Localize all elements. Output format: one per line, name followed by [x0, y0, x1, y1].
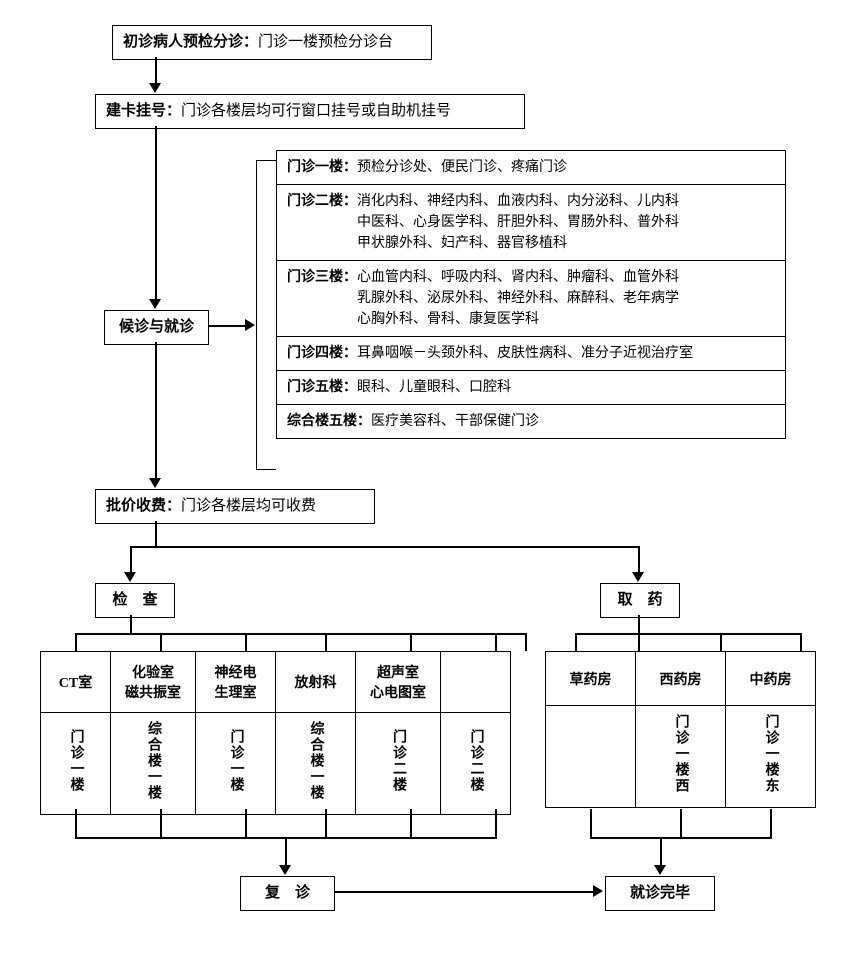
- cell: 化验室 磁共振室: [111, 652, 196, 713]
- cell: 超声室 心电图室: [356, 652, 441, 713]
- cell: 中药房: [726, 652, 816, 706]
- edge: [285, 837, 287, 867]
- edge: [155, 57, 157, 85]
- edge: [160, 633, 162, 651]
- edge: [325, 809, 327, 837]
- cell: 草药房: [546, 652, 636, 706]
- label: 批价收费：: [106, 498, 181, 514]
- edge: [575, 633, 800, 635]
- edge: [130, 546, 640, 548]
- edge: [75, 633, 77, 651]
- edge: [75, 633, 525, 635]
- arrow: [124, 572, 136, 582]
- edge: [335, 891, 595, 893]
- floor-row: 门诊二楼：消化内科、神经内科、血液内科、内分泌科、儿内科 中医科、心身医学科、肝…: [277, 185, 785, 261]
- edge: [495, 633, 497, 651]
- label: 候诊与就诊: [119, 319, 194, 335]
- arrow: [654, 865, 666, 875]
- edge: [410, 633, 412, 651]
- floor-row: 门诊一楼：预检分诊处、便民门诊、疼痛门诊: [277, 151, 785, 185]
- edge: [770, 809, 772, 837]
- floor-row: 门诊三楼：心血管内科、呼吸内科、肾内科、肿瘤科、血管外科 乳腺外科、泌尿外科、神…: [277, 261, 785, 337]
- edge: [325, 633, 327, 651]
- node-pharmacy: 取 药: [600, 583, 680, 618]
- edge: [245, 633, 247, 651]
- cell: 门诊一楼: [41, 713, 111, 815]
- edge: [209, 325, 247, 327]
- cell: 门诊二楼: [441, 713, 511, 815]
- cell: [546, 706, 636, 808]
- bracket: [256, 160, 276, 470]
- arrow: [149, 478, 161, 488]
- edge: [525, 633, 527, 651]
- label: 检 查: [112, 592, 157, 608]
- cell: 门诊二楼: [356, 713, 441, 815]
- floor-row: 综合楼五楼：医疗美容科、干部保健门诊: [277, 405, 785, 438]
- arrow: [245, 319, 255, 331]
- edge: [155, 521, 157, 546]
- edge: [155, 342, 157, 480]
- edge: [155, 126, 157, 301]
- label: 就诊完毕: [630, 885, 690, 901]
- edge: [590, 809, 592, 837]
- cell: 综合楼一楼: [276, 713, 356, 815]
- edge: [720, 633, 722, 651]
- label: 门诊各楼层均可行窗口挂号或自助机挂号: [181, 103, 451, 119]
- node-payment: 批价收费：门诊各楼层均可收费: [95, 489, 375, 524]
- cell: 西药房: [636, 652, 726, 706]
- label: 门诊一楼预检分诊台: [258, 34, 393, 50]
- edge: [495, 809, 497, 837]
- arrow: [632, 572, 644, 582]
- edge: [245, 809, 247, 837]
- pharmacy-table: 草药房 西药房 中药房 门诊一楼西 门诊一楼东: [545, 651, 816, 808]
- edge: [130, 615, 132, 633]
- edge: [575, 633, 577, 651]
- label: 门诊各楼层均可收费: [181, 498, 316, 514]
- label: 取 药: [617, 592, 662, 608]
- edge: [660, 837, 662, 867]
- cell: [441, 652, 511, 713]
- node-triage: 初诊病人预检分诊：门诊一楼预检分诊台: [112, 25, 432, 60]
- floor-row: 门诊四楼：耳鼻咽喉－头颈外科、皮肤性病科、准分子近视治疗室: [277, 337, 785, 371]
- node-exam: 检 查: [95, 583, 175, 618]
- label: 初诊病人预检分诊：: [123, 34, 258, 50]
- node-complete: 就诊完毕: [605, 876, 715, 911]
- arrow: [149, 299, 161, 309]
- exam-table: CT室 化验室 磁共振室 神经电 生理室 放射科 超声室 心电图室 门诊一楼 综…: [40, 651, 511, 815]
- edge: [680, 809, 682, 837]
- cell: CT室: [41, 652, 111, 713]
- edge: [130, 546, 132, 574]
- cell: 神经电 生理室: [196, 652, 276, 713]
- edge: [75, 809, 77, 837]
- edge: [638, 546, 640, 574]
- cell: 综合楼一楼: [111, 713, 196, 815]
- floor-row: 门诊五楼：眼科、儿童眼科、口腔科: [277, 371, 785, 405]
- label: 复 诊: [265, 885, 310, 901]
- edge: [638, 633, 640, 651]
- label: 建卡挂号：: [106, 103, 181, 119]
- cell: 门诊一楼东: [726, 706, 816, 808]
- cell: 放射科: [276, 652, 356, 713]
- arrow: [593, 885, 603, 897]
- edge: [590, 837, 772, 839]
- node-waiting: 候诊与就诊: [104, 310, 209, 345]
- arrow: [149, 83, 161, 93]
- cell: 门诊一楼西: [636, 706, 726, 808]
- edge: [800, 633, 802, 651]
- node-followup: 复 诊: [240, 876, 335, 911]
- edge: [160, 809, 162, 837]
- arrow: [279, 865, 291, 875]
- node-registration: 建卡挂号：门诊各楼层均可行窗口挂号或自助机挂号: [95, 94, 525, 129]
- edge: [638, 615, 640, 633]
- cell: 门诊一楼: [196, 713, 276, 815]
- floors-box: 门诊一楼：预检分诊处、便民门诊、疼痛门诊 门诊二楼：消化内科、神经内科、血液内科…: [276, 150, 786, 439]
- edge: [410, 809, 412, 837]
